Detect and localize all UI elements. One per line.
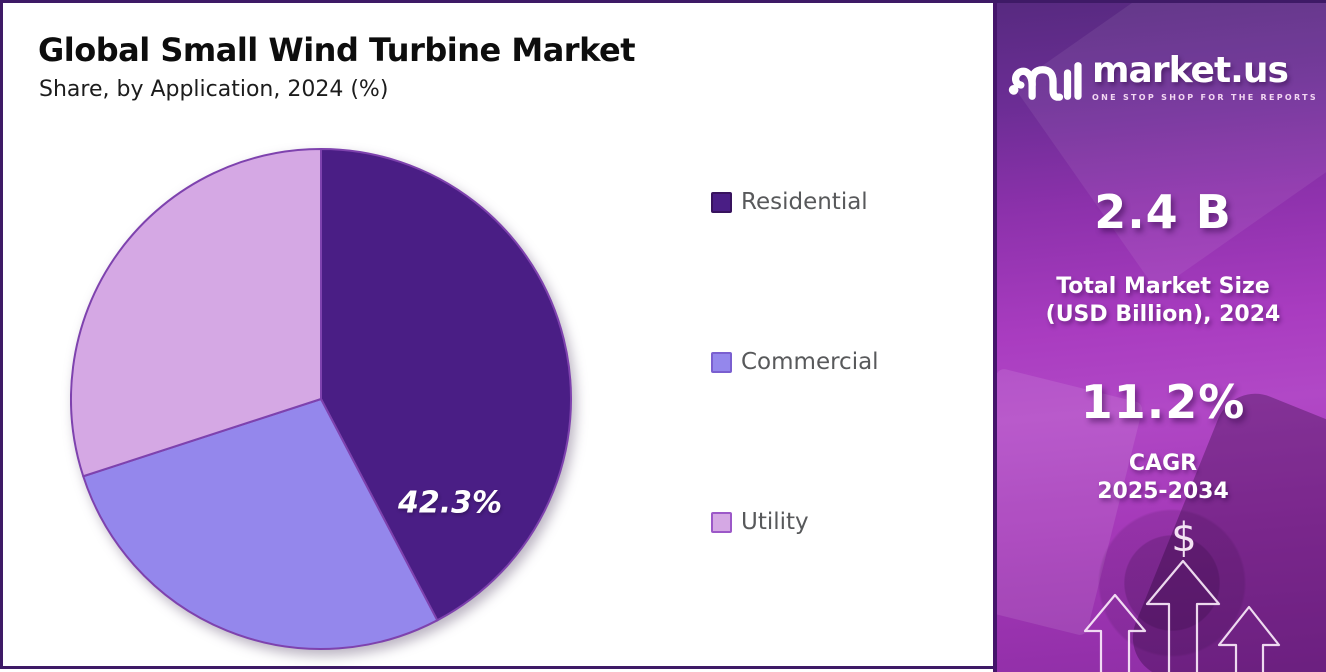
chart-subtitle: Share, by Application, 2024 (%): [39, 77, 389, 102]
pie-chart: 42.3%: [68, 146, 574, 652]
growth-arrows-icon: [1083, 559, 1281, 672]
brand-sidebar: market.us ONE STOP SHOP FOR THE REPORTS …: [993, 3, 1326, 672]
brand-name: market.us: [1092, 49, 1289, 91]
dollar-icon: $: [1171, 515, 1197, 561]
sidebar-photo-overlay: [1013, 3, 1326, 291]
market-size-label-line2: (USD Billion), 2024: [1045, 301, 1281, 327]
market-size-label: Total Market Size (USD Billion), 2024: [997, 273, 1326, 328]
cagr-label: CAGR 2025-2034: [997, 450, 1326, 505]
cagr-value: 11.2%: [1080, 375, 1246, 429]
legend-label: Commercial: [741, 349, 879, 375]
brand-tagline: ONE STOP SHOP FOR THE REPORTS: [1092, 92, 1318, 102]
legend-item-commercial: Commercial: [711, 349, 879, 375]
legend-item-utility: Utility: [711, 509, 809, 535]
pie-slice-residential: [320, 148, 572, 622]
pie-data-label: 42.3%: [397, 485, 503, 521]
chart-area: Global Small Wind Turbine Market Share, …: [3, 3, 993, 672]
chart-legend: Residential Commercial Utility: [711, 3, 981, 672]
market-us-logo: market.us ONE STOP SHOP FOR THE REPORTS: [997, 49, 1326, 105]
pie-slice-utility: [70, 148, 322, 478]
cagr-label-line2: 2025-2034: [1097, 478, 1229, 504]
legend-label: Utility: [741, 509, 809, 535]
legend-swatch-icon: [711, 191, 732, 213]
market-size-label-line1: Total Market Size: [1056, 274, 1270, 299]
cagr-label-line1: CAGR: [1128, 451, 1198, 476]
market-us-logo-icon: [1008, 62, 1082, 101]
market-size-value: 2.4 B: [1094, 185, 1232, 239]
pie-chart-svg: [70, 148, 572, 650]
legend-label: Residential: [741, 189, 868, 215]
pie-slice-commercial: [82, 398, 439, 650]
legend-swatch-icon: [711, 351, 732, 373]
legend-item-residential: Residential: [711, 189, 868, 215]
legend-swatch-icon: [711, 511, 732, 533]
page-title: Global Small Wind Turbine Market: [38, 31, 636, 69]
